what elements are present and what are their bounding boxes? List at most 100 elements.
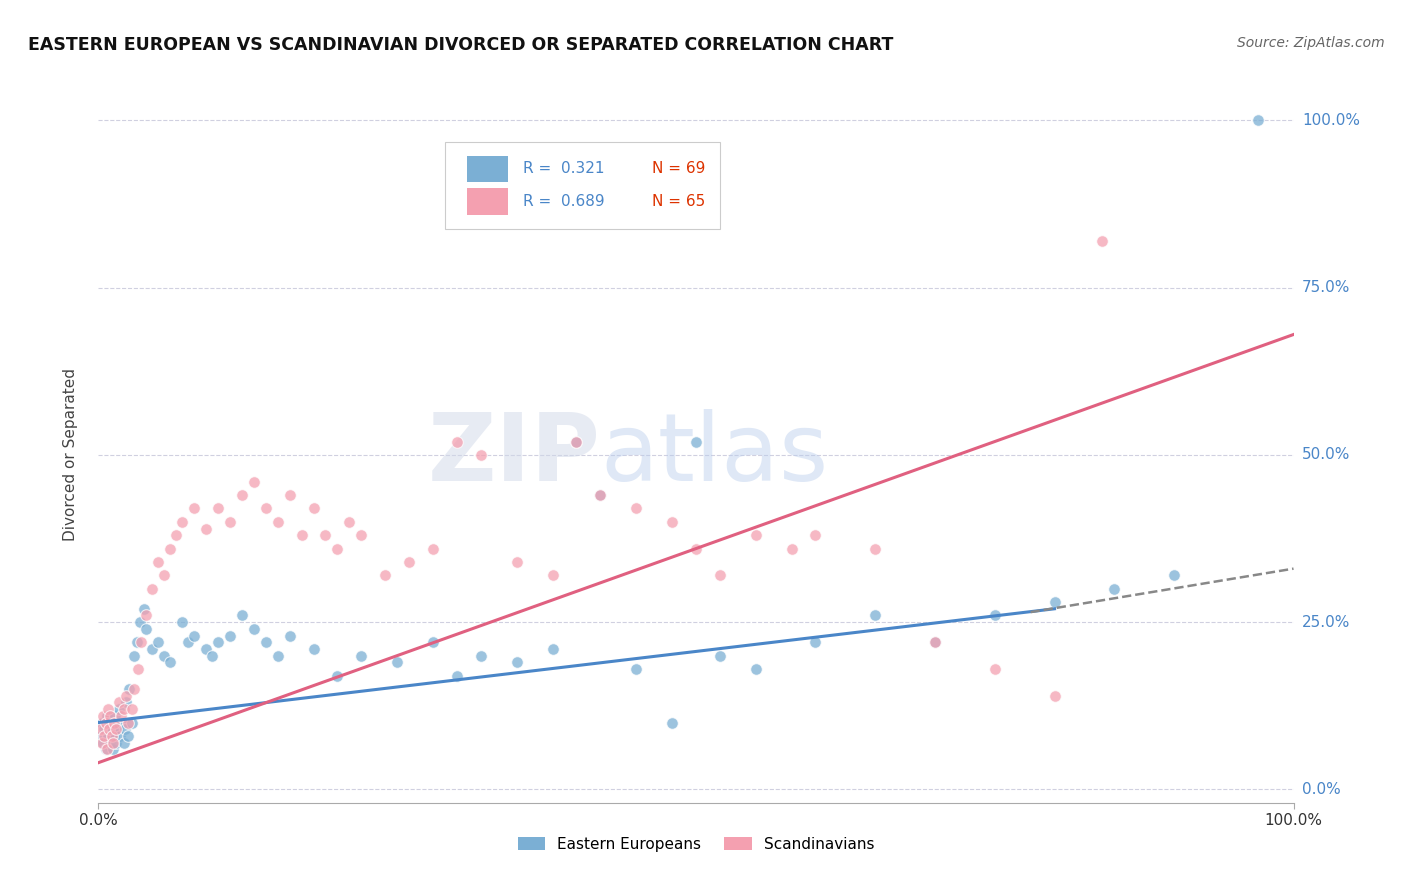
Point [183, 628, 205, 642]
Point [172, 515, 194, 529]
Point [107, 702, 129, 716]
Point [231, 488, 253, 502]
Point [780, 541, 803, 556]
Point [112, 735, 135, 749]
Point [103, 715, 125, 730]
Point [159, 655, 181, 669]
Point [709, 568, 731, 582]
Point [90, 723, 112, 737]
Text: 25.0%: 25.0% [1302, 615, 1350, 630]
Point [118, 682, 141, 697]
Point [219, 515, 242, 529]
Point [470, 648, 492, 663]
Point [110, 708, 132, 723]
Point [422, 635, 444, 649]
Point [124, 648, 146, 663]
Point [94, 715, 117, 730]
Point [865, 541, 887, 556]
Point [98, 735, 122, 749]
Point [129, 615, 152, 630]
Point [685, 541, 707, 556]
Point [141, 582, 163, 596]
Point [101, 735, 124, 749]
Point [541, 568, 564, 582]
Point [90, 729, 112, 743]
Point [172, 615, 194, 630]
Point [207, 635, 229, 649]
Point [195, 521, 218, 535]
Point [104, 708, 127, 723]
Text: Source: ZipAtlas.com: Source: ZipAtlas.com [1237, 36, 1385, 50]
Point [804, 635, 827, 649]
Point [112, 702, 135, 716]
Point [108, 729, 131, 743]
Point [117, 729, 139, 743]
Point [1091, 234, 1114, 248]
Point [924, 635, 946, 649]
Text: 50.0%: 50.0% [1302, 448, 1350, 462]
Y-axis label: Divorced or Separated: Divorced or Separated [63, 368, 77, 541]
Point [804, 528, 827, 542]
Point [231, 608, 253, 623]
Point [93, 729, 115, 743]
Point [243, 622, 266, 636]
Point [278, 628, 301, 642]
Point [219, 628, 242, 642]
Point [127, 662, 149, 676]
Point [98, 708, 122, 723]
Point [984, 608, 1007, 623]
Point [350, 648, 373, 663]
Point [243, 475, 266, 489]
Point [315, 528, 337, 542]
Point [101, 742, 124, 756]
Point [115, 696, 138, 710]
Point [506, 555, 529, 569]
Point [148, 555, 170, 569]
Point [661, 515, 683, 529]
Text: R =  0.321: R = 0.321 [523, 161, 605, 177]
Point [91, 735, 114, 749]
Point [111, 715, 134, 730]
Point [291, 528, 314, 542]
Point [131, 635, 153, 649]
Bar [467, 188, 509, 215]
Point [165, 528, 187, 542]
Text: 100.0%: 100.0% [1302, 113, 1360, 128]
Point [105, 723, 128, 737]
Point [589, 488, 612, 502]
Point [254, 501, 277, 516]
Point [302, 642, 325, 657]
Point [278, 488, 301, 502]
Point [374, 568, 396, 582]
Point [100, 723, 122, 737]
Point [350, 528, 373, 542]
Point [1043, 689, 1066, 703]
Point [141, 642, 163, 657]
Text: ZIP: ZIP [427, 409, 600, 501]
Point [135, 608, 157, 623]
Point [183, 501, 205, 516]
Bar [467, 156, 509, 182]
Text: 0.0%: 0.0% [1302, 782, 1340, 797]
Point [153, 648, 176, 663]
Point [107, 696, 129, 710]
Point [125, 635, 148, 649]
Point [267, 648, 290, 663]
Point [98, 715, 121, 730]
Point [326, 541, 349, 556]
Legend: Eastern Europeans, Scandinavians: Eastern Europeans, Scandinavians [512, 830, 880, 858]
Point [96, 708, 118, 723]
Point [865, 608, 887, 623]
Point [100, 729, 122, 743]
Text: atlas: atlas [600, 409, 828, 501]
Point [159, 541, 181, 556]
Point [924, 635, 946, 649]
Text: N = 65: N = 65 [652, 194, 704, 209]
Point [97, 729, 120, 743]
Point [446, 434, 468, 449]
Point [93, 723, 115, 737]
Point [124, 682, 146, 697]
Point [153, 568, 176, 582]
Point [114, 723, 136, 737]
Point [326, 669, 349, 683]
